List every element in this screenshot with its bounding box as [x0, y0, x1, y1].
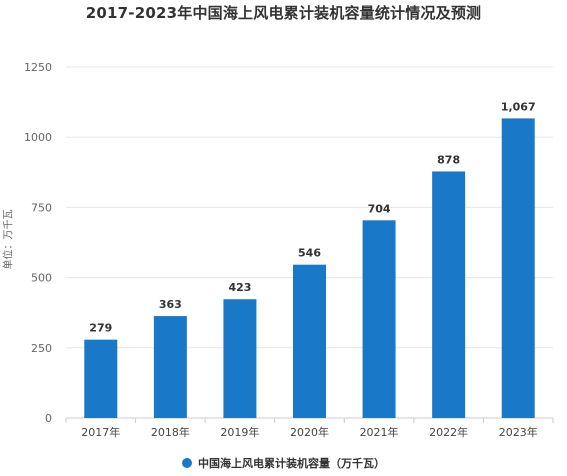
data-label: 279	[89, 322, 112, 335]
x-tick-label: 2023年	[499, 425, 538, 439]
x-tick-label: 2020年	[290, 425, 329, 439]
y-tick-label: 500	[31, 272, 52, 285]
data-label: 546	[298, 247, 321, 260]
bar	[362, 220, 396, 418]
bar	[153, 316, 187, 418]
y-tick-label: 1250	[24, 61, 52, 74]
data-label: 363	[159, 298, 182, 311]
y-tick-label: 750	[31, 201, 52, 214]
bar	[223, 299, 257, 418]
bar	[293, 264, 326, 418]
data-label: 704	[368, 202, 391, 215]
x-tick-label: 2021年	[360, 425, 399, 439]
chart-legend: 中国海上风电累计装机容量（万千瓦）	[0, 455, 567, 471]
chart-title: 2017-2023年中国海上风电累计装机容量统计情况及预测	[85, 4, 482, 22]
y-tick-label: 0	[45, 412, 52, 425]
legend-label: 中国海上风电累计装机容量（万千瓦）	[198, 457, 385, 470]
data-label: 1,067	[501, 100, 536, 113]
bar	[84, 339, 118, 418]
y-tick-label: 1000	[24, 131, 52, 144]
legend-marker	[182, 458, 192, 468]
y-tick-label: 250	[31, 342, 52, 355]
bar	[501, 118, 535, 418]
x-tick-label: 2019年	[220, 425, 259, 439]
data-label: 878	[437, 153, 460, 166]
bar	[432, 171, 466, 418]
x-tick-label: 2018年	[151, 425, 190, 439]
x-tick-label: 2017年	[81, 425, 120, 439]
x-tick-label: 2022年	[429, 425, 468, 439]
data-label: 423	[228, 281, 251, 294]
